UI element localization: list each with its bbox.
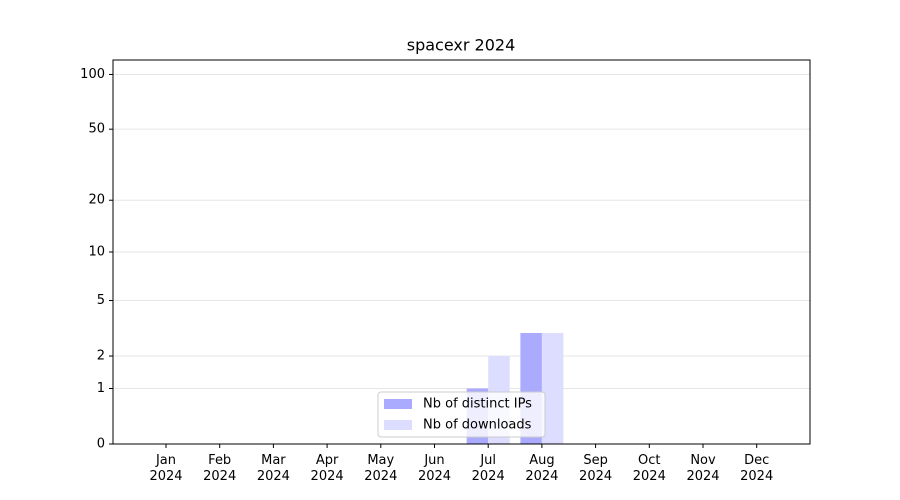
bar [541, 332, 564, 444]
x-tick-label: Nov 2024 [686, 453, 720, 484]
y-tick-label: 5 [97, 293, 105, 308]
y-tick-label: 100 [80, 67, 105, 82]
x-tick-label: Apr 2024 [310, 453, 344, 484]
x-tick-label: Jul 2024 [471, 453, 505, 484]
legend: Nb of distinct IPs Nb of downloads [377, 391, 546, 438]
chart-title: spacexr 2024 [407, 36, 516, 55]
legend-swatch [384, 399, 412, 409]
y-tick-label: 10 [88, 245, 105, 260]
legend-label: Nb of downloads [423, 418, 532, 433]
x-tick-label: Oct 2024 [632, 453, 666, 484]
plot-frame [112, 59, 811, 445]
x-tick-label: Dec 2024 [740, 453, 774, 484]
x-tick-label: May 2024 [364, 453, 398, 484]
legend-label: Nb of distinct IPs [423, 397, 532, 412]
y-tick-label: 1 [97, 381, 105, 396]
y-tick-label: 0 [97, 437, 105, 452]
legend-swatch [384, 420, 412, 430]
x-tick-label: Sep 2024 [579, 453, 613, 484]
x-tick-label: Aug 2024 [525, 453, 559, 484]
y-tick-label: 20 [88, 193, 105, 208]
x-tick-label: Mar 2024 [256, 453, 290, 484]
x-tick-label: Jun 2024 [417, 453, 452, 484]
x-tick-label: Jan 2024 [149, 453, 183, 484]
legend-box [377, 391, 546, 438]
y-tick-label: 2 [97, 349, 105, 364]
y-tick-label: 50 [88, 122, 105, 137]
x-tick-label: Feb 2024 [203, 453, 237, 484]
